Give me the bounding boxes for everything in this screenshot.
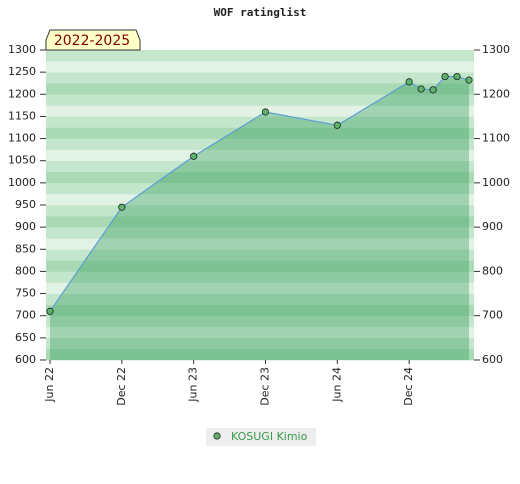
band	[46, 83, 474, 95]
band	[46, 94, 474, 106]
x-tick-label: Jun 22	[43, 367, 56, 403]
badge-box	[45, 29, 141, 51]
plot-background	[46, 50, 474, 361]
band	[46, 205, 474, 217]
area	[50, 76, 469, 361]
band	[46, 105, 474, 117]
y2-tick-label: 700	[482, 309, 503, 322]
y-tick-label: 1000	[8, 176, 36, 189]
y-tick-label: 900	[15, 220, 36, 233]
point	[429, 86, 437, 94]
y2-tick-label: 600	[482, 353, 503, 366]
y-tick-label: 600	[15, 353, 36, 366]
legend-marker	[213, 432, 221, 440]
point	[453, 72, 461, 81]
y2-tick-label: 800	[482, 264, 503, 277]
y-tick-label: 1200	[8, 87, 36, 100]
y-tick-label: 1150	[8, 109, 36, 122]
band	[46, 182, 474, 195]
x-tick-label: Jun 23	[187, 367, 200, 403]
band	[46, 127, 474, 139]
plot	[46, 72, 473, 361]
y2-tick-label: 1000	[482, 176, 510, 189]
band	[46, 50, 474, 62]
y-tick-label: 950	[15, 198, 36, 211]
point	[441, 72, 449, 81]
y-tick-label: 750	[15, 287, 36, 300]
y-tick-label: 850	[15, 242, 36, 255]
band	[46, 282, 474, 294]
band	[46, 227, 474, 239]
chart-title: WOF ratinglist	[214, 6, 307, 19]
y-tick-label: 1050	[8, 154, 36, 167]
band	[46, 304, 474, 317]
x-tick-label: Jun 24	[330, 367, 343, 403]
band	[46, 193, 474, 206]
band	[46, 72, 474, 84]
band	[46, 249, 474, 261]
band	[46, 271, 474, 283]
point	[261, 108, 270, 116]
band	[46, 348, 474, 361]
point	[465, 76, 473, 84]
band	[46, 260, 474, 272]
band	[46, 149, 474, 162]
y2-tick-label: 1100	[482, 132, 510, 145]
band	[46, 171, 474, 184]
band	[46, 160, 474, 173]
y-tick-label: 650	[15, 331, 36, 344]
badge: 2022-2025	[54, 33, 130, 49]
y2-tick-label: 900	[482, 220, 503, 233]
y-tick-label: 1300	[8, 43, 36, 56]
band	[46, 337, 474, 350]
band	[46, 293, 474, 305]
point	[46, 307, 54, 315]
y-tick-label: 700	[15, 309, 36, 322]
y2-tick-label: 1300	[482, 43, 510, 56]
band	[46, 315, 474, 328]
y-tick-label: 800	[15, 264, 36, 277]
x-tick-label: Dec 24	[402, 367, 415, 406]
x-tick-label: Dec 22	[115, 367, 128, 406]
band	[46, 116, 474, 128]
point	[333, 121, 341, 129]
y2-tick-label: 1200	[482, 87, 510, 100]
band	[46, 61, 474, 73]
point	[417, 85, 425, 93]
point	[118, 203, 126, 211]
y-tick-label: 1100	[8, 132, 36, 145]
band	[46, 216, 474, 228]
band	[46, 238, 474, 250]
y-tick-label: 1250	[8, 65, 36, 78]
legend-box	[206, 428, 316, 446]
legend-label: KOSUGI Kimio	[231, 430, 308, 443]
band	[46, 138, 474, 150]
x-tick-label: Dec 23	[258, 367, 271, 406]
point	[190, 152, 198, 160]
band	[46, 326, 474, 339]
point	[405, 78, 413, 86]
